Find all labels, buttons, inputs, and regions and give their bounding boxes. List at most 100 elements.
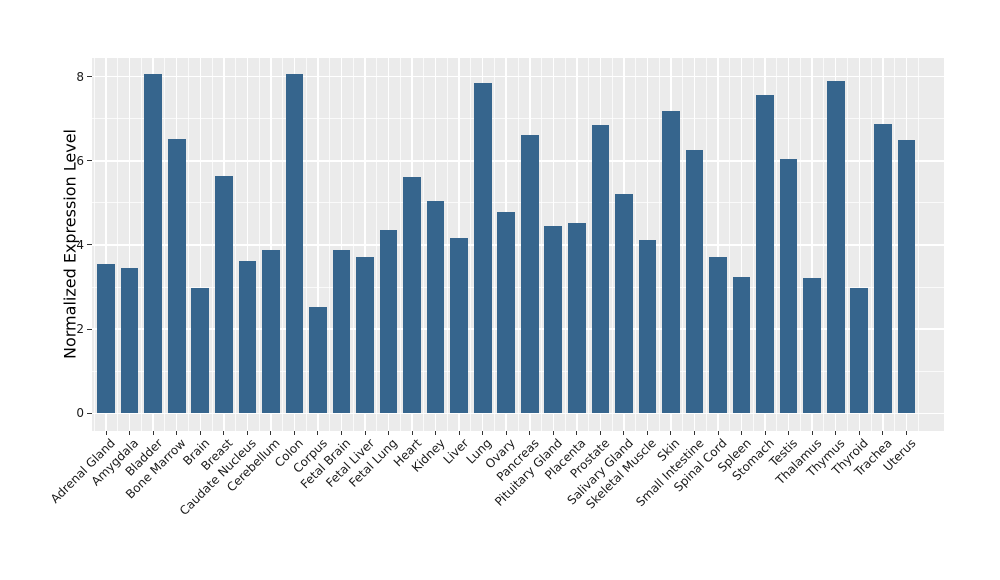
bar-pituitary-gland: [544, 226, 563, 414]
x-tick-label: Heart: [390, 436, 424, 470]
x-tick-mark: [670, 431, 672, 435]
x-tick-label: Caudate Nucleus: [177, 436, 260, 519]
minor-horizontal-gridline: [92, 202, 944, 204]
minor-horizontal-gridline: [92, 118, 944, 120]
bar-liver: [450, 238, 468, 414]
bar-skin: [662, 110, 680, 414]
x-tick-mark: [505, 431, 507, 435]
bar-thyroid: [850, 288, 869, 414]
x-tick-label: Small Intestine: [633, 436, 707, 510]
x-tick-mark: [411, 431, 413, 435]
y-tick-mark: [87, 328, 92, 330]
x-tick-mark: [835, 431, 837, 435]
x-tick-label: Salivary Gland: [564, 436, 636, 508]
bar-caudate-nucleus: [238, 260, 257, 414]
bar-placenta: [568, 222, 586, 414]
bar-spinal-cord: [709, 256, 727, 414]
bar-cerebellum: [262, 250, 280, 414]
minor-horizontal-gridline: [92, 370, 944, 372]
x-tick-mark: [858, 431, 860, 435]
x-tick-mark: [599, 431, 601, 435]
y-tick-mark: [87, 412, 92, 414]
bar-ovary: [497, 211, 516, 414]
y-tick-label: 4: [76, 237, 84, 252]
bar-heart: [403, 177, 421, 414]
bar-brain: [191, 287, 210, 414]
x-tick-label: Skin: [654, 436, 683, 464]
plot-area: 0 2 4 6 8: [76, 58, 944, 435]
x-tick-label: Colon: [272, 436, 307, 470]
bar-fetal-liver: [356, 256, 374, 414]
bar-breast: [214, 175, 233, 414]
x-tick-mark: [129, 431, 131, 435]
x-tick-mark: [646, 431, 648, 435]
x-tick-label: Amygdala: [89, 436, 142, 489]
x-tick-mark: [317, 431, 319, 435]
x-tick-mark: [905, 431, 907, 435]
x-tick-label: Fetal Liver: [322, 436, 377, 490]
x-tick-mark: [811, 431, 813, 435]
x-tick-label: Adrenal Gland: [48, 436, 119, 506]
x-tick-label: Uterus: [880, 436, 919, 474]
x-tick-mark: [152, 431, 154, 435]
x-tick-mark: [529, 431, 531, 435]
bar-thymus: [826, 80, 845, 414]
x-tick-label: Testis: [767, 436, 801, 470]
x-tick-label: Skeletal Muscle: [583, 436, 660, 512]
x-tick-mark: [176, 431, 178, 435]
x-tick-label: Liver: [440, 436, 472, 467]
x-tick-label: Placenta: [542, 436, 589, 483]
x-tick-mark: [270, 431, 272, 435]
x-tick-label: Lung: [463, 436, 495, 467]
x-tick-label: Spinal Cord: [671, 436, 730, 495]
major-horizontal-gridline: [92, 244, 944, 246]
x-tick-mark: [552, 431, 554, 435]
bar-bladder: [144, 73, 162, 414]
x-tick-mark: [388, 431, 390, 435]
x-tick-label: Thalamus: [772, 436, 825, 488]
x-tick-mark: [717, 431, 719, 435]
y-tick-mark: [87, 160, 92, 162]
major-horizontal-gridline: [92, 412, 944, 415]
major-horizontal-gridline: [92, 160, 944, 162]
x-tick-label: Bladder: [122, 436, 166, 479]
x-tick-mark: [293, 431, 295, 435]
x-tick-label: Prostate: [567, 436, 613, 481]
x-tick-mark: [199, 431, 201, 435]
x-tick-label: Thymus: [804, 436, 848, 480]
x-tick-mark: [246, 431, 248, 435]
x-tick-label: Trachea: [851, 436, 895, 479]
x-tick-mark: [364, 431, 366, 435]
x-tick-mark: [882, 431, 884, 435]
y-tick-mark: [87, 244, 92, 246]
x-tick-mark: [764, 431, 766, 435]
y-tick-label: 8: [76, 69, 84, 84]
x-tick-mark: [105, 431, 107, 435]
x-tick-mark: [458, 431, 460, 435]
y-tick-label: 0: [76, 406, 84, 421]
x-tick-label: Bone Marrow: [123, 436, 189, 502]
bar-bone-marrow: [167, 138, 186, 414]
x-tick-label: Ovary: [482, 436, 519, 472]
bar-lung: [473, 82, 492, 414]
x-tick-label: Fetal Lung: [346, 436, 401, 490]
x-tick-label: Corpus: [290, 436, 330, 476]
bar-fetal-brain: [332, 250, 351, 414]
bar-spleen: [732, 276, 751, 414]
x-tick-label: Breast: [198, 436, 236, 474]
x-tick-mark: [340, 431, 342, 435]
x-tick-label: Stomach: [729, 436, 778, 484]
x-tick-label: Fetal Brain: [298, 436, 354, 492]
bar-salivary-gland: [615, 193, 633, 414]
x-tick-mark: [788, 431, 790, 435]
bar-thalamus: [803, 277, 821, 414]
y-tick-label: 6: [76, 153, 84, 168]
x-tick-label: Kidney: [408, 436, 448, 475]
y-tick-mark: [87, 76, 92, 78]
x-tick-label: Pituitary Gland: [492, 436, 566, 509]
bar-trachea: [873, 124, 892, 414]
x-tick-label: Cerebellum: [224, 436, 283, 495]
bar-prostate: [591, 125, 610, 414]
minor-horizontal-gridline: [92, 286, 944, 288]
